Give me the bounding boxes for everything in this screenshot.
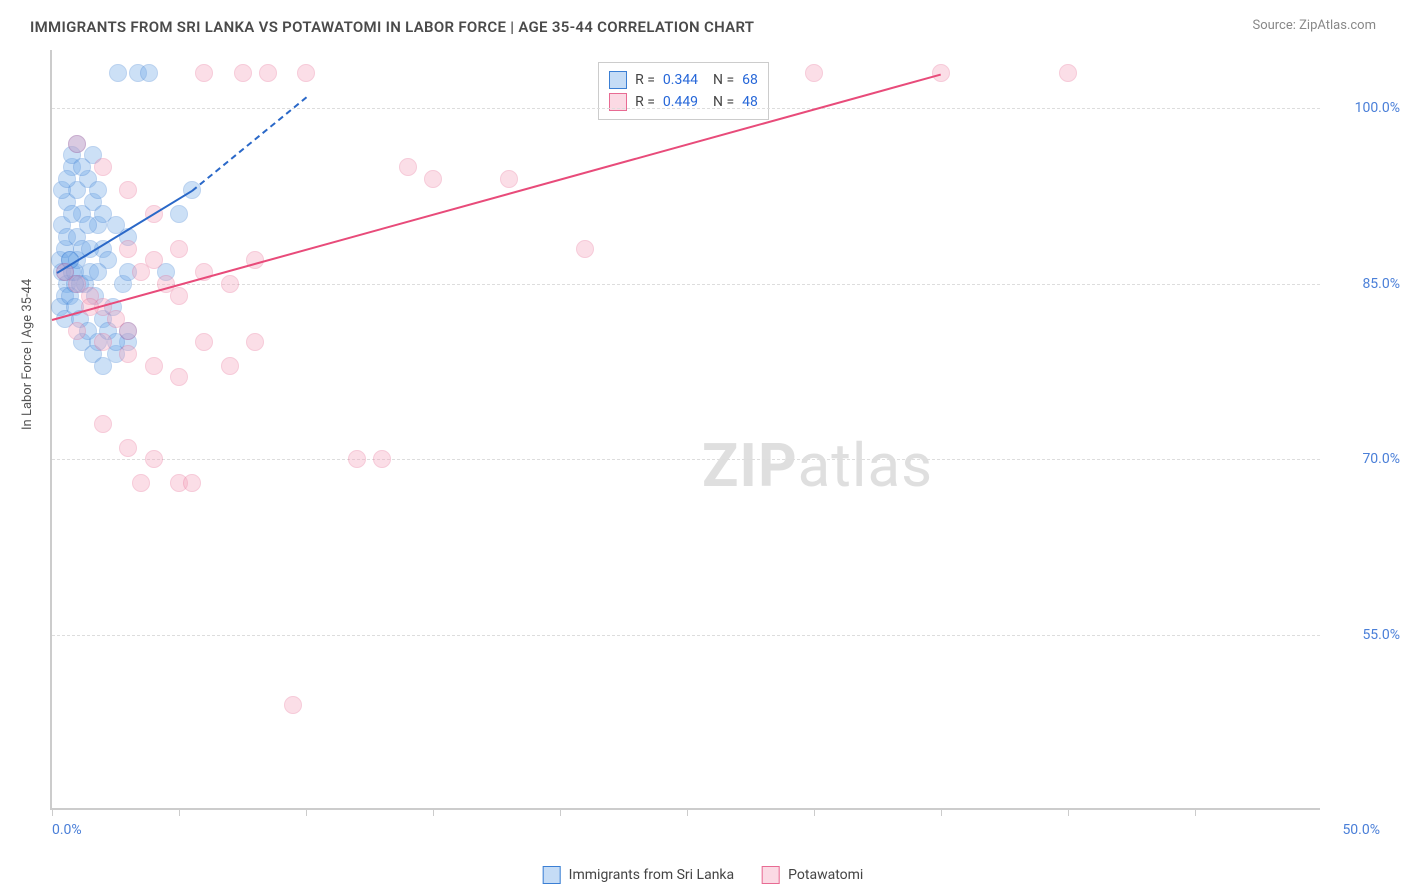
x-tick	[560, 808, 561, 816]
data-point	[221, 357, 239, 375]
source-label: Source: ZipAtlas.com	[1252, 18, 1376, 33]
data-point	[140, 64, 158, 82]
watermark: ZIPatlas	[702, 430, 933, 501]
data-point	[373, 450, 391, 468]
y-axis-label: In Labor Force | Age 35-44	[20, 279, 35, 430]
x-tick	[433, 808, 434, 816]
data-point	[89, 263, 107, 281]
gridline	[52, 459, 1320, 460]
data-point	[109, 64, 127, 82]
x-tick	[179, 808, 180, 816]
legend-label: Immigrants from Sri Lanka	[569, 867, 734, 883]
data-point	[58, 170, 76, 188]
data-point	[221, 275, 239, 293]
data-point	[63, 205, 81, 223]
data-point	[576, 240, 594, 258]
stat-swatch	[609, 71, 627, 89]
data-point	[119, 181, 137, 199]
stat-r-value: 0.344	[663, 72, 698, 88]
data-point	[195, 64, 213, 82]
x-tick	[1068, 808, 1069, 816]
gridline	[52, 635, 1320, 636]
data-point	[284, 696, 302, 714]
data-point	[79, 216, 97, 234]
data-point	[119, 240, 137, 258]
x-tick-label: 0.0%	[52, 822, 82, 838]
data-point	[119, 439, 137, 457]
data-point	[119, 322, 137, 340]
x-tick	[941, 808, 942, 816]
plot-area: ZIPatlas R = 0.344 N = 68R = 0.449 N = 4…	[50, 50, 1320, 810]
data-point	[297, 64, 315, 82]
gridline	[52, 284, 1320, 285]
legend: Immigrants from Sri Lanka Potawatomi	[543, 866, 864, 884]
data-point	[119, 345, 137, 363]
stat-n-value: 68	[742, 72, 758, 88]
gridline	[52, 108, 1320, 109]
x-tick	[814, 808, 815, 816]
data-point	[68, 135, 86, 153]
data-point	[145, 357, 163, 375]
data-point	[1059, 64, 1077, 82]
y-tick-label: 70.0%	[1330, 451, 1400, 467]
data-point	[399, 158, 417, 176]
stat-row: R = 0.344 N = 68	[609, 69, 758, 91]
data-point	[73, 158, 91, 176]
legend-swatch	[543, 866, 561, 884]
data-point	[170, 205, 188, 223]
y-tick-label: 55.0%	[1330, 627, 1400, 643]
x-tick	[687, 808, 688, 816]
data-point	[183, 474, 201, 492]
data-point	[259, 64, 277, 82]
data-point	[170, 368, 188, 386]
data-point	[94, 158, 112, 176]
legend-swatch	[762, 866, 780, 884]
y-tick-label: 85.0%	[1330, 276, 1400, 292]
stat-n-label: N =	[706, 72, 734, 88]
data-point	[195, 333, 213, 351]
data-point	[932, 64, 950, 82]
legend-item: Immigrants from Sri Lanka	[543, 866, 734, 884]
data-point	[170, 287, 188, 305]
data-point	[94, 415, 112, 433]
data-point	[94, 333, 112, 351]
data-point	[132, 474, 150, 492]
data-point	[170, 240, 188, 258]
x-tick	[1195, 808, 1196, 816]
data-point	[500, 170, 518, 188]
trend-line-extrapolation	[191, 97, 307, 192]
x-tick-label: 50.0%	[1342, 822, 1380, 838]
legend-label: Potawatomi	[788, 867, 863, 883]
x-tick	[306, 808, 307, 816]
stat-r-label: R =	[635, 72, 655, 88]
data-point	[68, 322, 86, 340]
data-point	[246, 333, 264, 351]
data-point	[348, 450, 366, 468]
data-point	[145, 251, 163, 269]
stats-box: R = 0.344 N = 68R = 0.449 N = 48	[598, 62, 769, 120]
stat-row: R = 0.449 N = 48	[609, 91, 758, 113]
data-point	[805, 64, 823, 82]
data-point	[424, 170, 442, 188]
chart-title: IMMIGRANTS FROM SRI LANKA VS POTAWATOMI …	[30, 18, 754, 36]
data-point	[234, 64, 252, 82]
data-point	[145, 450, 163, 468]
y-tick-label: 100.0%	[1330, 100, 1400, 116]
x-tick	[52, 808, 53, 816]
legend-item: Potawatomi	[762, 866, 863, 884]
data-point	[89, 181, 107, 199]
